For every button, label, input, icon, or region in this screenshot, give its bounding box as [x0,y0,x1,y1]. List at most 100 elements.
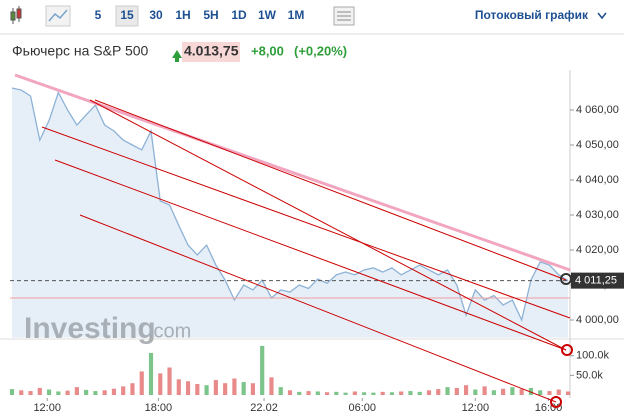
trend-lines [14,73,573,408]
watermark-suffix: .com [148,320,191,342]
volume-tick-label: 50.0k [576,369,603,381]
price-highlight [182,42,240,62]
volume-bar [250,383,256,395]
y-tick-label: 4 060,00 [576,104,619,116]
volume-bar [37,387,42,395]
volume-bar [334,391,339,395]
change: +8,00 [251,43,284,58]
volume-bar [28,391,33,395]
volume-bar [19,390,24,395]
volume-bar [213,380,218,395]
volume-bar [148,352,154,395]
y-tick-label: 4 030,00 [576,209,619,221]
volume-bar [195,384,200,395]
volume-bar [463,385,469,395]
volume-bar [538,390,543,395]
y-tick-label: 4 050,00 [576,139,619,151]
volume-bar [491,390,496,395]
mode-dropdown[interactable]: Потоковый график [475,8,589,22]
volume-bar [528,387,534,395]
volume-bar [501,388,506,395]
volume-bar [84,389,89,395]
volume-bar [556,389,561,395]
volume-bar [204,385,209,395]
instrument-name: Фьючерс на S&P 500 [12,43,149,59]
up-arrow [172,50,182,62]
volume-bar [482,386,487,395]
volume-bar [343,392,348,395]
volume-bar [426,390,432,395]
candle-icon[interactable] [10,6,22,24]
y-tick-label: 4 020,00 [576,244,619,256]
selected-interval [115,5,139,27]
interval-button[interactable]: 1W [258,8,277,22]
watermark: Investing [24,312,156,345]
x-tick-label: 16:00 [535,402,563,414]
interval-button[interactable]: 1D [231,8,247,22]
volume-bar [102,390,107,395]
x-tick-label: 22.02 [250,402,278,414]
x-tick-label: 18:00 [145,402,173,414]
volume-bar [56,391,61,395]
price: 4.013,75 [184,43,239,59]
volume-bar [241,382,246,395]
volume-bar [130,383,135,395]
volume-bar [389,392,395,395]
volume-bar [417,391,422,395]
volume-bar [269,377,274,395]
volume-bar [121,386,126,395]
volume-bar [278,387,283,395]
volume-bar [111,388,117,395]
volume-bar [371,392,376,395]
interval-button[interactable]: 1M [288,8,305,22]
volume-bar [139,371,144,395]
volume-bar [158,373,163,395]
volume-bar [306,391,311,395]
volume-bar [260,345,265,395]
volume-bar [65,390,70,395]
y-tick-label: 4 000,00 [576,314,619,326]
interval-button[interactable]: 5 [95,8,102,22]
x-tick-label: 12:00 [462,402,490,414]
toolbar [0,0,624,34]
volume-bar [408,391,413,395]
volume-bar [510,387,515,395]
volume-tick-label: 100.0k [576,350,610,362]
volume-bar [315,391,320,395]
interval-button[interactable]: 15 [120,8,134,22]
area-icon[interactable] [45,5,71,27]
volume-bar [287,390,293,395]
price-line [11,87,569,322]
volume-bar [380,391,385,395]
volume-bar [547,391,552,395]
volume-bar [399,391,404,395]
volume-bar [362,392,367,395]
interval-button[interactable]: 30 [149,8,163,22]
volume-bar [74,387,79,395]
volume-bar [167,367,172,395]
volume-bar [352,391,357,395]
volume-bar [565,391,571,395]
volume-bar [445,387,450,395]
x-tick-label: 06:00 [349,402,377,414]
volume-bar [46,389,52,395]
dropdown-arrow[interactable] [597,12,607,20]
volume-bar [454,387,459,395]
volume-bar [232,378,237,395]
volume-bar [185,381,191,395]
volume-bar [176,379,181,395]
volume-bar [223,383,228,395]
volume-bar [519,389,524,395]
table-icon[interactable] [333,6,355,26]
last-price-label: 4 011,25 [575,275,617,287]
x-tick-label: 12:00 [33,402,61,414]
volume-bar [93,391,98,395]
change-pct: (+0,20%) [294,43,347,58]
interval-button[interactable]: 5H [203,8,218,22]
price-area [12,87,568,338]
last-price-box [571,272,624,289]
volume-bar [436,389,441,395]
volume-bar [297,391,302,395]
interval-button[interactable]: 1H [175,8,190,22]
